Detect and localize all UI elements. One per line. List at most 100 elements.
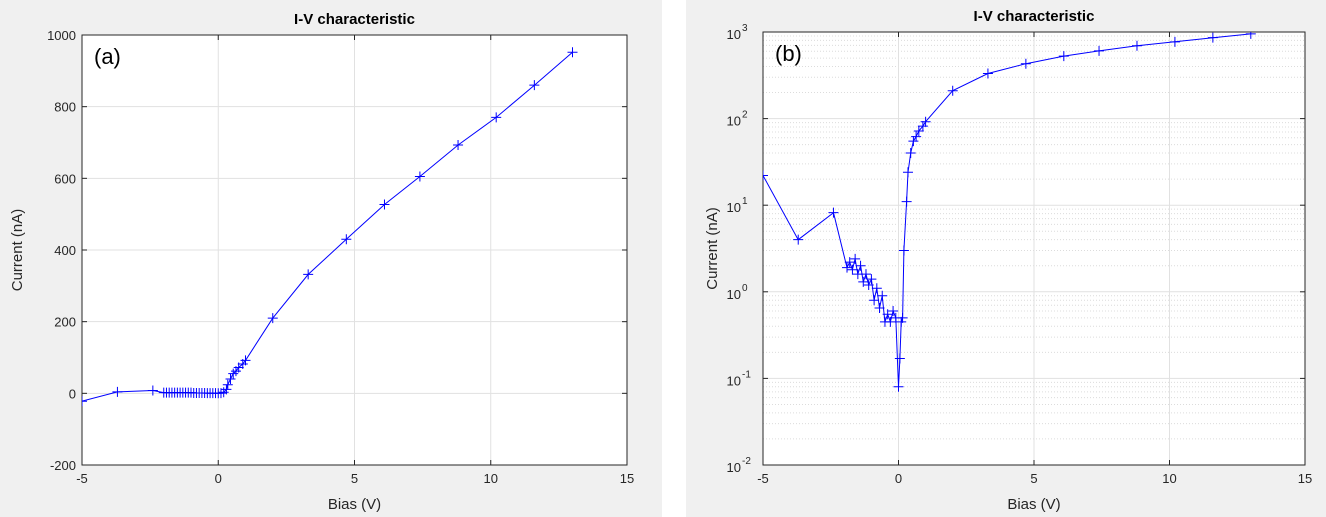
data-point xyxy=(908,136,919,147)
data-point xyxy=(911,131,922,142)
data-point xyxy=(147,385,158,396)
data-point xyxy=(863,279,874,290)
data-point xyxy=(888,306,899,317)
data-point xyxy=(82,396,87,407)
data-point xyxy=(379,199,390,210)
data-point xyxy=(267,313,278,324)
y-tick-label: 0 xyxy=(69,386,76,401)
data-point xyxy=(885,316,896,327)
x-tick-label: 0 xyxy=(215,471,222,486)
data-point xyxy=(1020,58,1031,69)
x-tick-label: 15 xyxy=(620,471,634,486)
data-point xyxy=(793,234,804,245)
data-point xyxy=(897,312,908,323)
chart-a-svg: -5 0 5 10 15 -200 0 200 400 600 800 1000 I-V charact… xyxy=(9,11,634,513)
x-tick-label: 0 xyxy=(895,471,902,486)
data-point xyxy=(414,171,425,182)
series-group xyxy=(763,32,1256,392)
y-tick-label-base: 10 xyxy=(727,373,741,388)
data-point xyxy=(828,207,839,218)
axes-box xyxy=(762,31,1306,466)
data-point xyxy=(920,116,931,127)
data-point xyxy=(866,274,877,285)
data-point xyxy=(225,374,236,384)
x-axis-label: Bias (V) xyxy=(328,496,381,513)
data-point xyxy=(1169,36,1180,47)
panel-label: (b) xyxy=(775,41,802,66)
data-point xyxy=(1207,32,1218,43)
y-tick-label-exponent: -1 xyxy=(742,369,751,380)
y-tick-label-exponent: -2 xyxy=(742,456,751,467)
panel-label: (a) xyxy=(94,44,121,69)
x-tick-label: 10 xyxy=(1162,471,1176,486)
data-point xyxy=(902,167,913,178)
data-point xyxy=(882,309,893,320)
y-tick-label: 10 -1 xyxy=(727,369,752,388)
data-point xyxy=(982,68,993,79)
y-tick-label-exponent: 2 xyxy=(742,110,748,121)
data-point xyxy=(453,140,464,151)
chart-title: I-V characteristic xyxy=(974,8,1095,25)
data-point xyxy=(877,290,888,301)
y-tick-label: 10 -2 xyxy=(727,456,752,475)
data-point xyxy=(917,121,928,132)
x-tick-label: 15 xyxy=(1298,471,1312,486)
data-point xyxy=(341,234,352,245)
data-point xyxy=(763,170,768,181)
data-point xyxy=(913,125,924,136)
data-point xyxy=(228,368,239,379)
panel-a: -5 0 5 10 15 -200 0 200 400 600 800 1000 I-V charact… xyxy=(0,0,662,517)
data-point xyxy=(860,269,871,280)
data-point xyxy=(529,80,540,91)
y-tick-label-base: 10 xyxy=(727,200,741,215)
y-tick-label: 200 xyxy=(54,315,76,330)
data-point xyxy=(1094,45,1105,56)
y-tick-label: 10 3 xyxy=(727,23,748,42)
y-axis-label: Current (nA) xyxy=(704,207,721,290)
data-point xyxy=(221,384,232,395)
y-tick-label-base: 10 xyxy=(727,27,741,42)
y-tick-label: 10 0 xyxy=(727,283,748,302)
data-point xyxy=(901,196,912,207)
y-tick-label-exponent: 1 xyxy=(742,196,748,207)
y-tick-label: 600 xyxy=(54,171,76,186)
data-point xyxy=(871,283,882,294)
data-point xyxy=(847,264,858,275)
y-axis-label: Current (nA) xyxy=(9,209,26,292)
data-point xyxy=(222,379,233,390)
axes-box xyxy=(81,34,628,466)
data-point xyxy=(844,257,855,268)
x-tick-label: 5 xyxy=(351,471,358,486)
x-tick-label: 10 xyxy=(484,471,498,486)
data-point xyxy=(491,112,502,123)
data-point xyxy=(240,355,251,366)
data-point xyxy=(905,148,916,159)
series-group xyxy=(82,47,578,407)
data-point xyxy=(874,303,885,314)
y-tick-label: 1000 xyxy=(47,28,76,43)
y-tick-label: 400 xyxy=(54,243,76,258)
x-axis-label: Bias (V) xyxy=(1007,496,1060,513)
y-tick-label-base: 10 xyxy=(727,114,741,129)
data-point xyxy=(894,353,905,364)
data-point xyxy=(893,381,904,392)
data-point xyxy=(947,85,958,96)
data-point xyxy=(1245,32,1256,39)
data-point xyxy=(1131,40,1142,51)
y-tick-label: 10 1 xyxy=(727,196,748,215)
data-point xyxy=(303,269,314,280)
data-point xyxy=(112,386,123,397)
x-tick-label: 5 xyxy=(1030,471,1037,486)
y-tick-label: 800 xyxy=(54,100,76,115)
data-point xyxy=(898,245,909,256)
data-point xyxy=(567,47,578,58)
data-point xyxy=(1058,51,1069,62)
data-point xyxy=(869,295,880,306)
data-point xyxy=(215,388,226,399)
x-tick-label: -5 xyxy=(757,471,769,486)
y-tick-label-exponent: 3 xyxy=(742,23,748,34)
chart-title: I-V characteristic xyxy=(294,11,415,28)
y-tick-label: -200 xyxy=(50,458,76,473)
